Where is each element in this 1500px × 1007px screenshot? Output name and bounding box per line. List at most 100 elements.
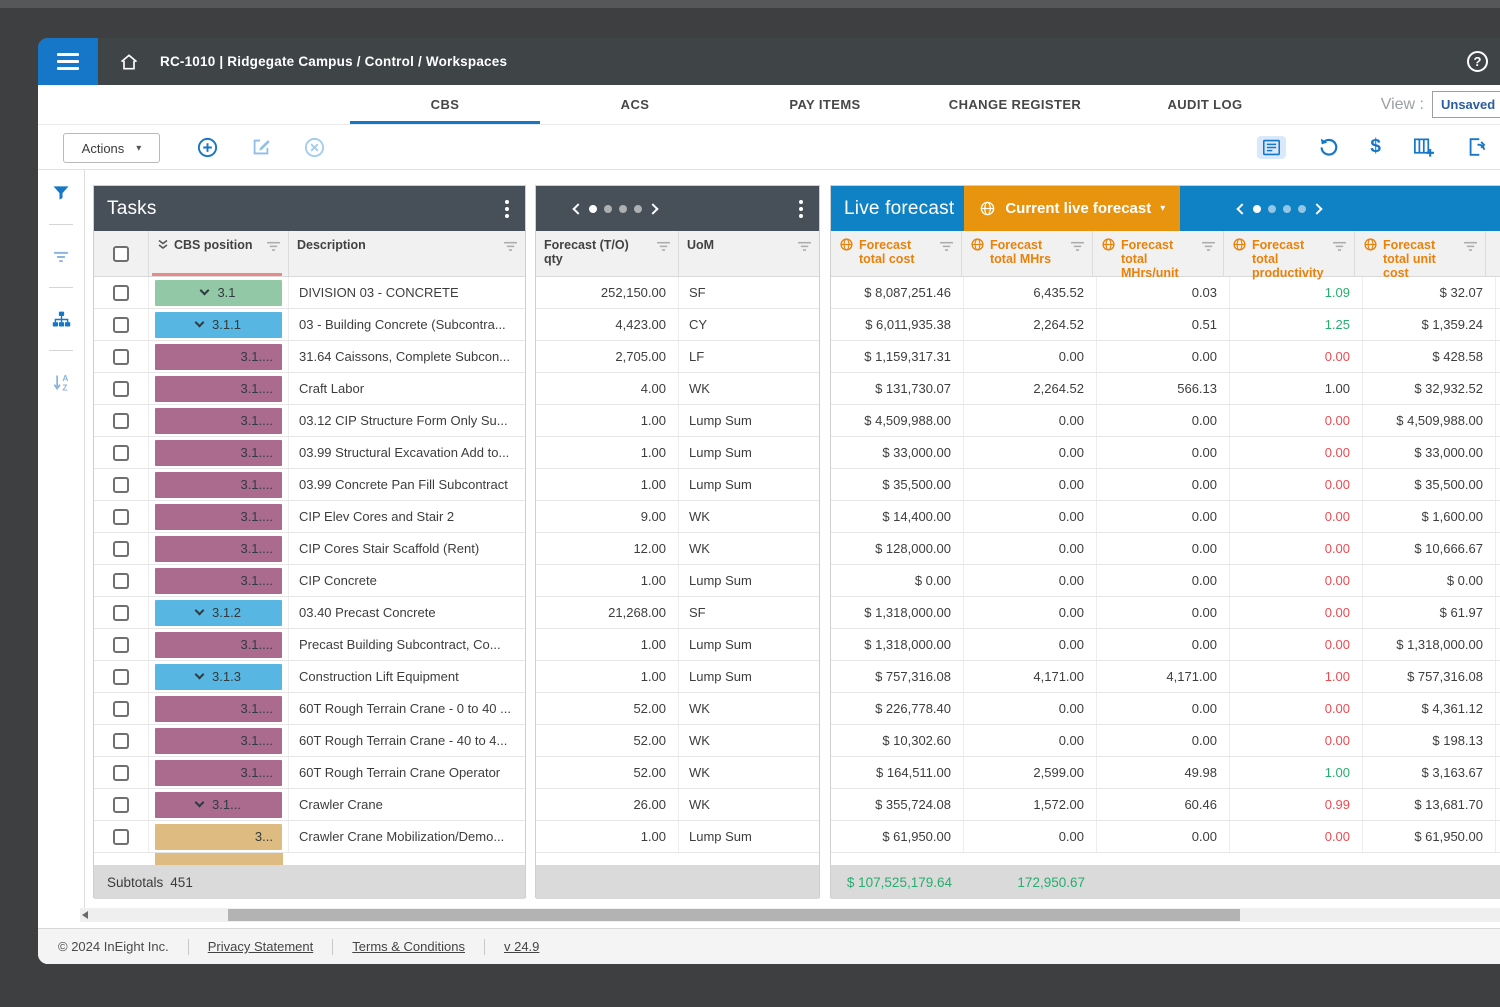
pager-prev-icon[interactable] [1236, 202, 1248, 215]
add-column-icon[interactable] [1412, 136, 1435, 159]
cbs-position-chip[interactable]: 3.1.... [155, 759, 282, 786]
column-header-description[interactable]: Description [289, 231, 525, 276]
column-header-forecast-total-cost[interactable]: Forecast total cost [831, 231, 962, 276]
row-checkbox[interactable] [113, 796, 129, 813]
help-icon[interactable]: ? [1467, 51, 1488, 72]
forecast-total-productivity-value: 0.00 [1230, 693, 1363, 724]
column-filter-icon[interactable] [1201, 241, 1216, 252]
select-all-checkbox[interactable] [113, 245, 129, 262]
row-checkbox[interactable] [113, 732, 129, 749]
cbs-position-chip[interactable]: 3.1.... [155, 471, 282, 498]
cbs-position-chip[interactable]: 3.1.... [155, 567, 282, 594]
row-checkbox[interactable] [113, 700, 129, 717]
current-live-forecast-selector[interactable]: Current live forecast ▾ [964, 186, 1181, 231]
tab-cbs[interactable]: CBS [350, 85, 540, 124]
tab-pay-items[interactable]: PAY ITEMS [789, 97, 861, 112]
form-view-icon[interactable] [1257, 135, 1287, 159]
quantities-kebab-menu-icon[interactable] [795, 196, 807, 222]
cbs-position-chip[interactable]: 3.1.... [155, 535, 282, 562]
cbs-position-chip[interactable]: 3.1.... [155, 407, 282, 434]
cbs-position-chip[interactable]: 3.1 [155, 279, 282, 306]
row-checkbox[interactable] [113, 508, 129, 525]
cbs-position-chip[interactable]: 3.1.... [155, 343, 282, 370]
version-link[interactable]: v 24.9 [503, 939, 540, 954]
cbs-position-chip[interactable]: 3.1.... [155, 439, 282, 466]
forecast-total-productivity-value: 1.00 [1230, 373, 1363, 404]
cbs-position-chip[interactable]: 3.1.... [155, 375, 282, 402]
breadcrumb[interactable]: RC-1010 | Ridgegate Campus / Control / W… [160, 54, 508, 69]
view-value-box[interactable]: Unsaved [1432, 91, 1500, 118]
scrollbar-thumb[interactable] [228, 909, 1240, 921]
forecast-total-productivity-value: 1.09 [1230, 277, 1363, 308]
undo-icon[interactable] [1317, 136, 1339, 158]
privacy-statement-link[interactable]: Privacy Statement [207, 939, 314, 954]
terms-conditions-link[interactable]: Terms & Conditions [352, 939, 465, 954]
column-header-forecast-total-productivity[interactable]: Forecast total productivity [1224, 231, 1355, 280]
pager-next-icon[interactable] [647, 202, 659, 215]
row-checkbox[interactable] [113, 284, 129, 301]
cbs-position-chip[interactable]: 3.1.... [155, 727, 282, 754]
column-header-forecast-total-unit-cost[interactable]: Forecast total unit cost [1355, 231, 1486, 280]
tasks-panel-title: Tasks [107, 197, 157, 219]
row-checkbox[interactable] [113, 444, 129, 461]
cbs-position-chip[interactable]: 3.1.2 [155, 599, 282, 626]
forecast-qty-value: 4,423.00 [536, 309, 679, 340]
cbs-position-chip[interactable]: 3.1... [155, 791, 282, 818]
column-filter-icon[interactable] [656, 241, 671, 252]
row-checkbox[interactable] [113, 380, 129, 397]
column-header-forecast-total-mhrs-unit[interactable]: Forecast total MHrs/unit [1093, 231, 1224, 280]
row-checkbox[interactable] [113, 668, 129, 685]
hierarchy-icon[interactable] [38, 296, 84, 342]
row-checkbox[interactable] [113, 476, 129, 493]
cbs-position-chip[interactable]: 3... [155, 823, 282, 850]
column-filter-icon[interactable] [1332, 241, 1347, 252]
row-checkbox[interactable] [113, 412, 129, 429]
tab-audit-log[interactable]: AUDIT LOG [1167, 97, 1243, 112]
column-filter-icon[interactable] [939, 241, 954, 252]
cbs-position-chip[interactable]: 3.1.... [155, 695, 282, 722]
task-description: 60T Rough Terrain Crane Operator [299, 765, 501, 780]
add-row-icon[interactable] [196, 136, 219, 159]
column-filter-icon[interactable] [1463, 241, 1478, 252]
pager-next-icon[interactable] [1311, 202, 1323, 215]
row-checkbox[interactable] [113, 572, 129, 589]
cbs-position-chip[interactable]: 3.1.3 [155, 663, 282, 690]
row-checkbox[interactable] [113, 764, 129, 781]
column-filter-icon[interactable] [266, 241, 281, 252]
export-icon[interactable] [1466, 136, 1488, 158]
row-checkbox[interactable] [113, 604, 129, 621]
column-header-forecast-total-mhrs[interactable]: Forecast total MHrs [962, 231, 1093, 276]
column-header-cbs-position[interactable]: CBS position [149, 231, 289, 276]
subtotal-forecast-total-mhrs: 172,950.67 [1017, 874, 1085, 890]
tab-acs[interactable]: ACS [620, 97, 650, 112]
row-checkbox[interactable] [113, 316, 129, 333]
actions-button[interactable]: Actions ▾ [63, 133, 160, 163]
cbs-position-chip[interactable]: 3.1.... [155, 631, 282, 658]
home-icon[interactable] [106, 38, 152, 85]
table-row: $ 33,000.00 0.00 0.00 0.00 $ 33,000.00 [831, 437, 1500, 469]
edit-icon[interactable] [250, 136, 272, 158]
column-filter-icon[interactable] [1070, 241, 1085, 252]
cbs-position-chip[interactable]: 3.1.1 [155, 311, 282, 338]
tasks-kebab-menu-icon[interactable] [501, 196, 513, 222]
tab-change-register[interactable]: CHANGE REGISTER [948, 97, 1082, 112]
filter-lines-icon[interactable] [38, 233, 84, 279]
column-filter-icon[interactable] [503, 241, 518, 252]
row-checkbox[interactable] [113, 348, 129, 365]
row-checkbox[interactable] [113, 636, 129, 653]
currency-icon[interactable]: $ [1370, 136, 1381, 157]
row-checkbox[interactable] [113, 828, 129, 845]
column-header-uom[interactable]: UoM [679, 231, 819, 276]
filter-funnel-icon[interactable] [38, 170, 84, 216]
cbs-position-chip[interactable]: 3.1.... [155, 503, 282, 530]
row-checkbox[interactable] [113, 540, 129, 557]
column-header-forecast-qty[interactable]: Forecast (T/O) qty [536, 231, 679, 276]
pager-prev-icon[interactable] [572, 202, 584, 215]
forecast-total-unit-cost-value: $ 10,666.67 [1363, 533, 1496, 564]
scroll-left-icon[interactable] [82, 911, 88, 919]
column-filter-icon[interactable] [797, 241, 812, 252]
delete-row-icon[interactable] [303, 136, 326, 159]
hamburger-menu-icon[interactable] [38, 38, 98, 85]
horizontal-scrollbar[interactable] [80, 908, 1500, 922]
